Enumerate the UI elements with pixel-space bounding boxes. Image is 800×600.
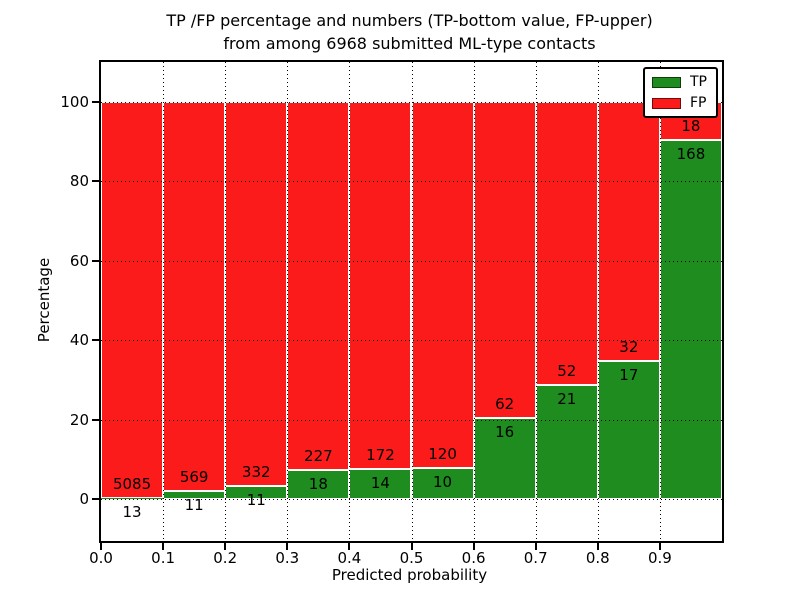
x-tick-mark <box>162 543 165 550</box>
x-tick-label: 0.6 <box>461 549 486 567</box>
bar-segment-fp <box>287 102 350 470</box>
x-tick-label: 0.5 <box>399 549 424 567</box>
y-tick-label: 0 <box>79 489 89 508</box>
x-tick-mark <box>410 543 413 550</box>
y-tick-mark <box>92 180 99 183</box>
horizontal-gridline <box>101 498 722 500</box>
legend-fp-label: FP <box>690 95 707 111</box>
fp-count-label: 62 <box>495 394 515 413</box>
x-axis-label: Predicted probability <box>331 566 488 584</box>
horizontal-gridline <box>101 181 722 183</box>
legend-tp-label: TP <box>690 74 707 90</box>
fp-count-label: 120 <box>428 445 457 464</box>
fp-count-label: 32 <box>619 338 639 357</box>
tp-count-label: 14 <box>370 474 390 493</box>
x-tick-label: 0.4 <box>337 549 362 567</box>
bar-segment-tp <box>597 361 660 499</box>
legend-fp-swatch-icon <box>652 97 681 109</box>
y-tick-mark <box>92 418 99 421</box>
tp-count-label: 10 <box>433 473 453 492</box>
bar-segment-tp <box>535 384 598 499</box>
horizontal-gridline <box>101 419 722 421</box>
vertical-gridline <box>411 62 413 541</box>
y-tick-mark <box>92 259 99 262</box>
y-tick-mark <box>92 497 99 500</box>
tp-count-label: 18 <box>308 474 328 493</box>
x-tick-mark <box>658 543 661 550</box>
bar-segment-tp <box>287 469 350 499</box>
fp-count-label: 5085 <box>112 474 152 493</box>
bar-segment-fp <box>349 102 412 470</box>
x-tick-label: 0.3 <box>275 549 300 567</box>
tp-count-label: 11 <box>184 496 204 515</box>
fp-count-label: 52 <box>557 361 577 380</box>
bar-segment-fp <box>473 102 536 418</box>
x-tick-mark <box>596 543 599 550</box>
vertical-gridline <box>163 62 165 541</box>
bar-segment-fp <box>411 102 474 469</box>
legend-item-fp: FP <box>652 95 707 111</box>
vertical-gridline <box>287 62 289 541</box>
tp-count-label: 16 <box>495 422 515 441</box>
tp-count-label: 17 <box>619 366 639 385</box>
y-tick-label: 60 <box>69 251 89 270</box>
y-tick-label: 20 <box>69 410 89 429</box>
vertical-gridline <box>349 62 351 541</box>
bar-segment-fp <box>163 102 226 492</box>
legend-tp-swatch-icon <box>652 76 681 88</box>
y-tick-label: 80 <box>69 172 89 191</box>
bar-segment-fp <box>101 102 164 498</box>
x-tick-label: 0.8 <box>585 549 610 567</box>
fp-count-label: 569 <box>179 468 209 487</box>
x-tick-mark <box>224 543 227 550</box>
vertical-gridline <box>659 62 661 541</box>
x-tick-label: 0.1 <box>151 549 176 567</box>
tp-count-label: 21 <box>557 389 577 408</box>
horizontal-gridline <box>101 340 722 342</box>
y-tick-mark <box>92 339 99 342</box>
tp-count-label: 11 <box>246 491 266 510</box>
y-tick-label: 40 <box>69 331 89 350</box>
y-tick-label: 100 <box>60 93 89 112</box>
x-tick-label: 0.9 <box>647 549 672 567</box>
chart-title-line2: from among 6968 submitted ML-type contac… <box>223 34 596 53</box>
horizontal-gridline <box>101 102 722 104</box>
vertical-gridline <box>535 62 537 541</box>
fp-count-label: 172 <box>366 446 395 465</box>
x-tick-mark <box>348 543 351 550</box>
x-tick-label: 0.0 <box>89 549 113 567</box>
chart-title-line1: TP /FP percentage and numbers (TP-bottom… <box>166 11 653 30</box>
vertical-gridline <box>225 62 227 541</box>
bar-segment-tp <box>411 468 474 499</box>
x-tick-label: 0.7 <box>523 549 548 567</box>
x-tick-mark <box>472 543 475 550</box>
chart-title: TP /FP percentage and numbers (TP-bottom… <box>99 9 720 55</box>
fp-count-label: 227 <box>304 446 333 465</box>
fp-count-label: 332 <box>241 463 271 482</box>
x-tick-mark <box>286 543 289 550</box>
bar-segment-fp <box>597 102 660 362</box>
vertical-gridline <box>597 62 599 541</box>
y-axis-label: Percentage <box>35 257 53 343</box>
vertical-gridline <box>473 62 475 541</box>
legend-item-tp: TP <box>652 74 707 90</box>
fp-count-label: 18 <box>681 117 701 136</box>
tp-count-label: 168 <box>676 145 706 164</box>
bar-segment-tp <box>659 140 722 499</box>
bar-segment-fp <box>225 102 288 487</box>
y-tick-mark <box>92 101 99 104</box>
x-tick-mark <box>100 543 102 550</box>
x-tick-mark <box>534 543 537 550</box>
plot-area: TP FP 5085 13 569 11 332 11 227 18 172 14 120 10 62 1… <box>60 60 724 567</box>
bar-segment-tp <box>473 417 536 499</box>
bar-segment-tp <box>101 497 164 499</box>
bar-segment-fp <box>535 102 598 385</box>
x-tick-label: 0.2 <box>213 549 238 567</box>
tp-count-label: 13 <box>122 502 142 521</box>
legend: TP FP <box>643 67 718 118</box>
horizontal-gridline <box>101 260 722 262</box>
